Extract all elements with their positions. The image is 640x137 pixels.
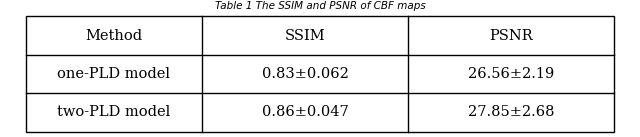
Text: 26.56±2.19: 26.56±2.19 xyxy=(468,67,554,81)
Text: PSNR: PSNR xyxy=(490,29,533,43)
Text: Table 1 The SSIM and PSNR of CBF maps: Table 1 The SSIM and PSNR of CBF maps xyxy=(214,1,426,11)
Bar xyxy=(26,16,614,132)
Text: two-PLD model: two-PLD model xyxy=(58,105,170,119)
Text: SSIM: SSIM xyxy=(285,29,326,43)
Text: 0.86±0.047: 0.86±0.047 xyxy=(262,105,349,119)
Text: one-PLD model: one-PLD model xyxy=(58,67,170,81)
Text: 0.83±0.062: 0.83±0.062 xyxy=(262,67,349,81)
Text: 27.85±2.68: 27.85±2.68 xyxy=(468,105,555,119)
Text: Method: Method xyxy=(85,29,143,43)
